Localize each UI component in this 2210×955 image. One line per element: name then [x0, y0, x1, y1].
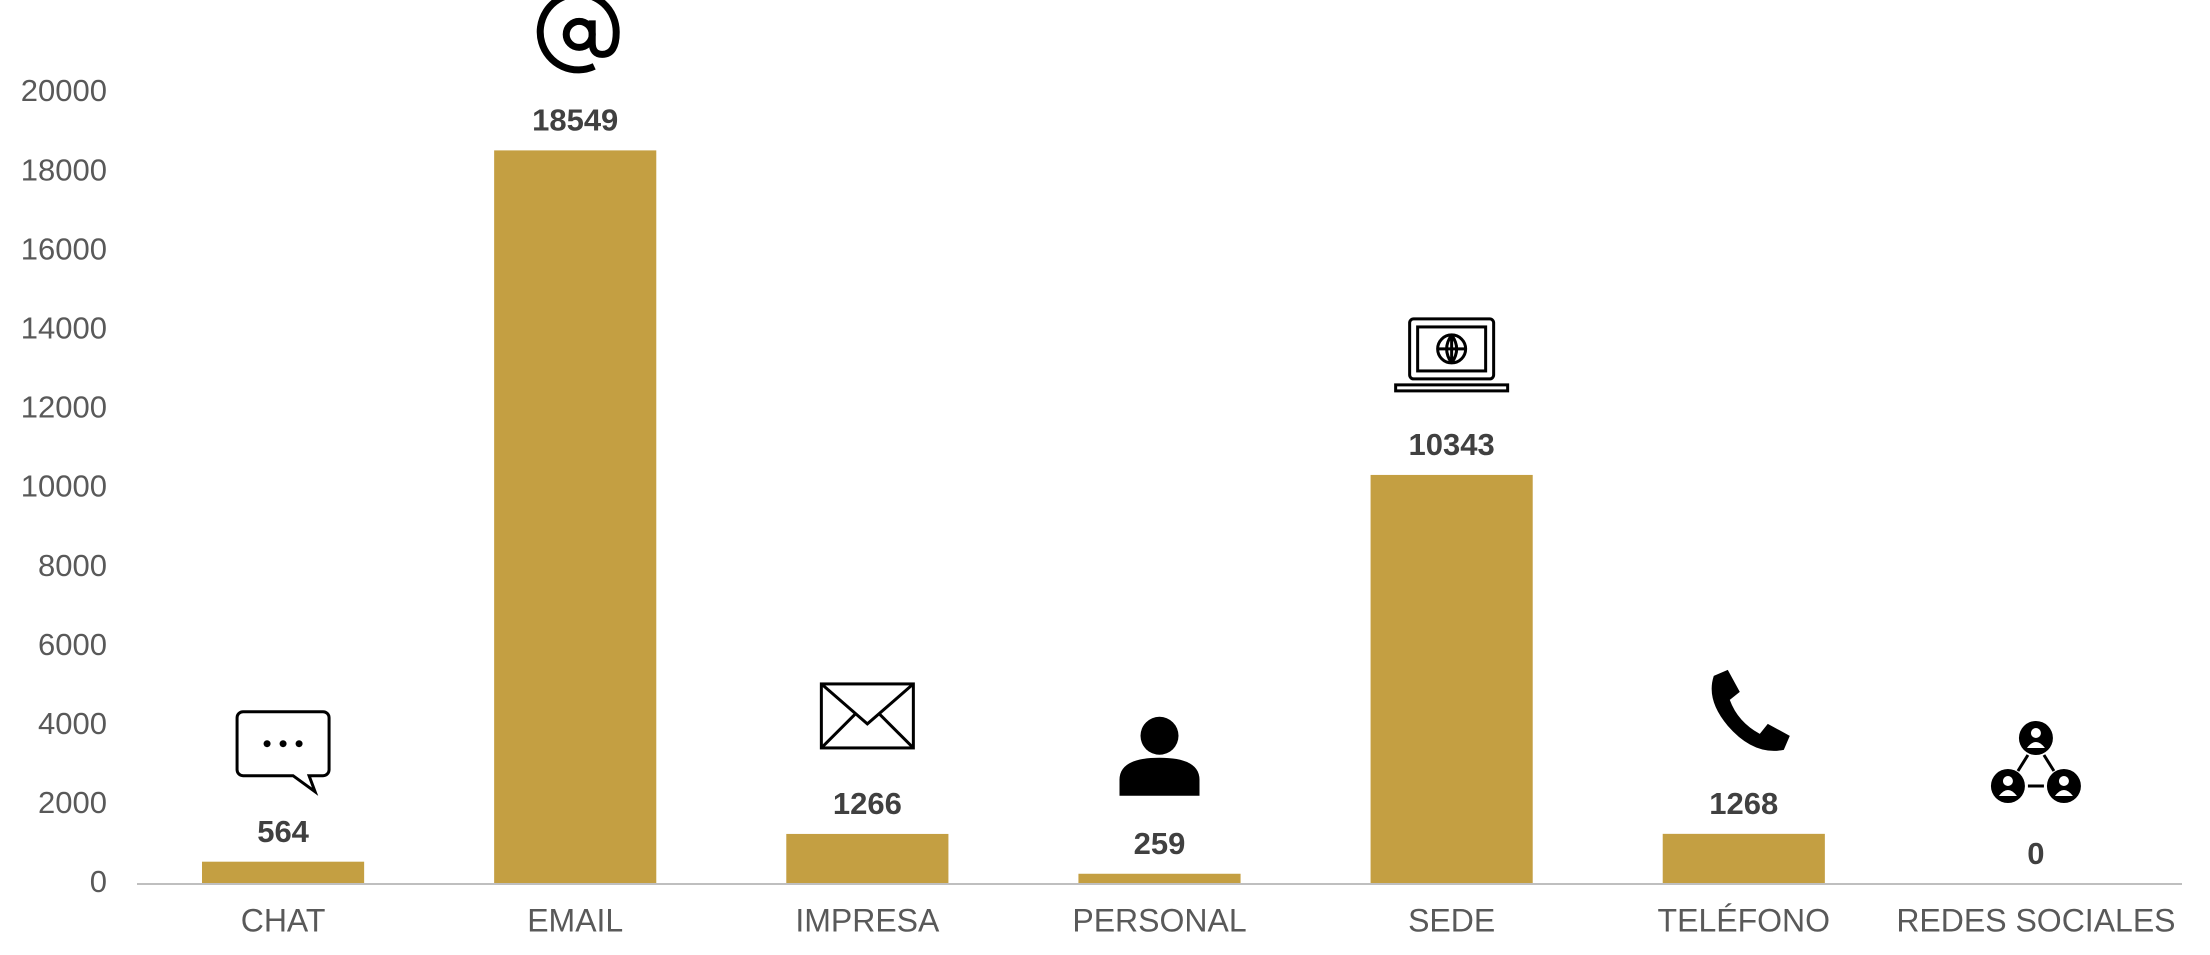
envelope-line — [878, 712, 915, 749]
y-tick-label: 14000 — [21, 310, 107, 345]
user-body — [2054, 790, 2073, 796]
at-outer — [536, 0, 620, 74]
user-body — [2026, 742, 2045, 748]
laptop-screen — [1408, 317, 1496, 381]
x-tick-label: TELÉFONO — [1658, 902, 1830, 938]
user-body — [1998, 790, 2017, 796]
icon — [235, 710, 331, 796]
data-label: 1268 — [1709, 786, 1778, 821]
icon — [1711, 669, 1790, 751]
y-tick-label: 4000 — [38, 706, 107, 741]
chat-dot — [263, 740, 271, 748]
chat-dot — [295, 740, 303, 748]
icon — [1990, 721, 2081, 803]
user-head — [2058, 776, 2069, 786]
y-tick-label: 12000 — [21, 390, 107, 425]
user-node — [2018, 721, 2053, 755]
y-tick-label: 6000 — [38, 627, 107, 662]
user-head — [2002, 776, 2013, 786]
x-tick-label: PERSONAL — [1072, 902, 1246, 938]
globe-lines — [1437, 334, 1466, 364]
y-tick-label: 10000 — [21, 469, 107, 504]
y-tick-label: 8000 — [38, 548, 107, 583]
icon — [536, 0, 620, 74]
y-tick-label: 2000 — [38, 785, 107, 820]
envelope — [819, 682, 915, 750]
icon — [819, 682, 915, 750]
at-inner — [562, 17, 596, 51]
x-tick-label: CHAT — [241, 902, 326, 938]
icon — [1394, 317, 1510, 393]
y-tick-label: 0 — [90, 864, 107, 899]
user-node — [2046, 769, 2081, 803]
laptop-inner — [1416, 325, 1488, 373]
user-head — [2030, 728, 2041, 738]
envelope-flap — [820, 682, 915, 726]
person-body — [1119, 757, 1200, 796]
bar — [202, 861, 365, 884]
bar — [1662, 833, 1825, 884]
links — [2016, 754, 2056, 788]
envelope-bottom — [820, 712, 857, 749]
data-label: 18549 — [532, 103, 618, 138]
x-tick-label: SEDE — [1408, 902, 1495, 938]
bar — [1370, 474, 1533, 884]
data-label: 0 — [2027, 836, 2044, 871]
data-label: 564 — [257, 814, 309, 849]
data-label: 259 — [1134, 826, 1186, 861]
person-head — [1140, 716, 1179, 755]
phone — [1711, 669, 1790, 751]
data-label: 1266 — [833, 786, 902, 821]
x-tick-label: IMPRESA — [795, 902, 940, 938]
y-tick-label: 18000 — [21, 152, 107, 187]
chat-dot — [279, 740, 287, 748]
chat-bubble — [235, 710, 331, 796]
laptop-base — [1394, 383, 1510, 393]
bar — [786, 833, 949, 884]
data-label: 10343 — [1409, 427, 1495, 462]
y-tick-label: 20000 — [21, 73, 107, 108]
icon — [1119, 716, 1200, 796]
x-tick-label: EMAIL — [527, 902, 623, 938]
y-tick-label: 16000 — [21, 231, 107, 266]
bar — [494, 150, 657, 884]
bar — [1078, 873, 1241, 884]
x-tick-label: REDES SOCIALES — [1896, 902, 2175, 938]
